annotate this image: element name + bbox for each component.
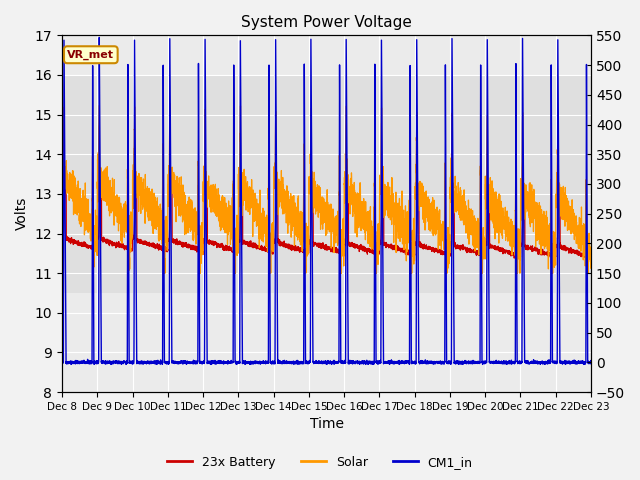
Bar: [62, 75, 591, 293]
Title: System Power Voltage: System Power Voltage: [241, 15, 412, 30]
Text: VR_met: VR_met: [67, 49, 115, 60]
X-axis label: Time: Time: [310, 418, 344, 432]
Legend: 23x Battery, Solar, CM1_in: 23x Battery, Solar, CM1_in: [163, 451, 477, 474]
Y-axis label: Volts: Volts: [15, 197, 29, 230]
